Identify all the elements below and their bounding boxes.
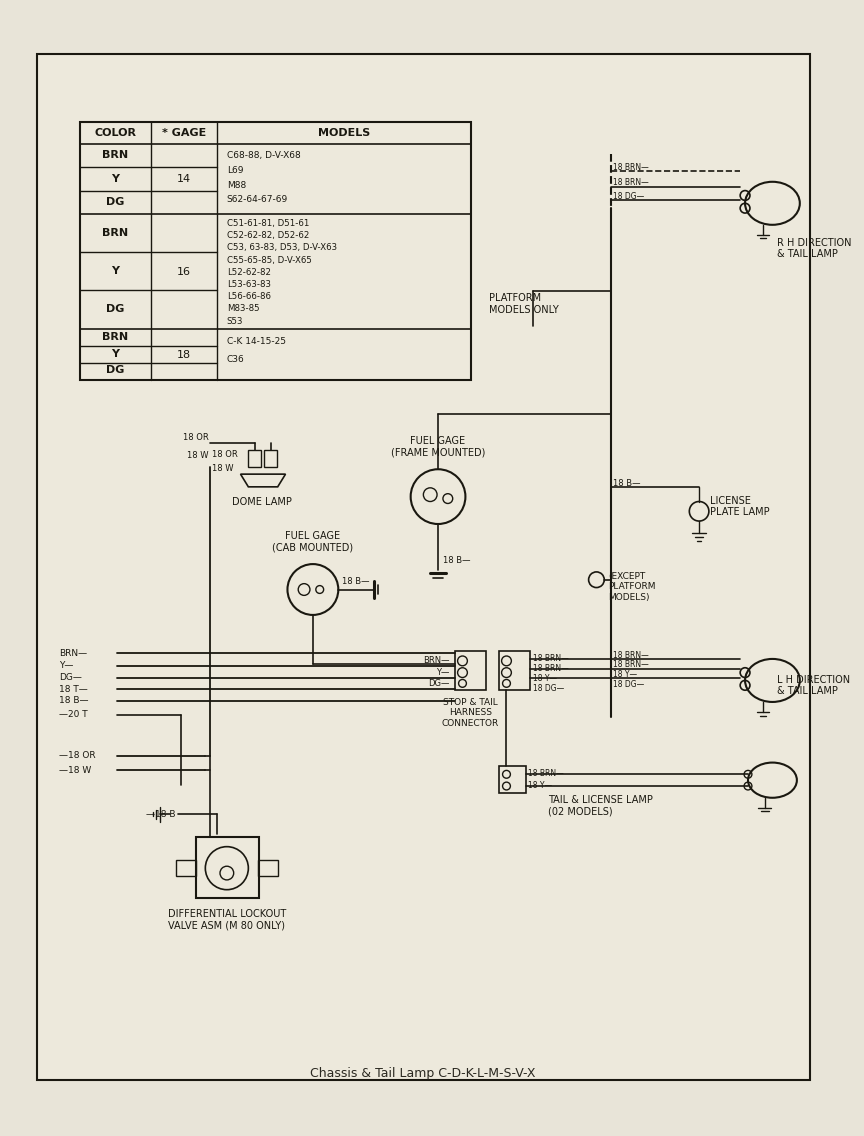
- Bar: [176, 860, 195, 876]
- Text: DG: DG: [106, 198, 124, 207]
- Text: Y—: Y—: [436, 668, 450, 677]
- Bar: [499, 766, 526, 793]
- Bar: [454, 651, 486, 691]
- Text: TAIL & LICENSE LAMP
(02 MODELS): TAIL & LICENSE LAMP (02 MODELS): [548, 795, 652, 817]
- Text: C-K 14-15-25: C-K 14-15-25: [227, 337, 286, 346]
- Text: C36: C36: [227, 354, 245, 364]
- Text: 18 T—: 18 T—: [59, 685, 87, 694]
- Text: Y: Y: [111, 349, 119, 359]
- Text: 18 OR: 18 OR: [182, 434, 208, 442]
- Text: DG—: DG—: [429, 679, 450, 688]
- Text: FUEL GAGE
(CAB MOUNTED): FUEL GAGE (CAB MOUNTED): [272, 531, 353, 552]
- Text: MODELS: MODELS: [318, 128, 371, 137]
- Ellipse shape: [748, 762, 797, 797]
- Text: 18 Y—: 18 Y—: [613, 670, 637, 679]
- Text: 18 B—: 18 B—: [59, 696, 88, 705]
- Text: C68-88, D-V-X68: C68-88, D-V-X68: [227, 151, 301, 160]
- Text: Chassis & Tail Lamp C-D-K-L-M-S-V-X: Chassis & Tail Lamp C-D-K-L-M-S-V-X: [309, 1067, 535, 1080]
- Text: 18 DG—: 18 DG—: [533, 684, 564, 693]
- Text: 18 Y—: 18 Y—: [528, 780, 552, 790]
- Text: 18 BRN—: 18 BRN—: [613, 651, 649, 660]
- Bar: [195, 837, 259, 897]
- Text: DG—: DG—: [59, 673, 81, 682]
- Text: FUEL GAGE
(FRAME MOUNTED): FUEL GAGE (FRAME MOUNTED): [391, 436, 486, 458]
- Text: —18 OR: —18 OR: [59, 751, 95, 760]
- Text: —18 B: —18 B: [147, 810, 176, 819]
- Circle shape: [288, 565, 339, 615]
- Text: C53, 63-83, D53, D-V-X63: C53, 63-83, D53, D-V-X63: [227, 243, 337, 252]
- Text: L52-62-82: L52-62-82: [227, 268, 270, 277]
- Text: M88: M88: [227, 181, 246, 190]
- Text: L H DIRECTION
& TAIL LAMP: L H DIRECTION & TAIL LAMP: [778, 675, 850, 696]
- Text: BRN: BRN: [102, 227, 129, 237]
- Text: DIFFERENTIAL LOCKOUT
VALVE ASM (M 80 ONLY): DIFFERENTIAL LOCKOUT VALVE ASM (M 80 ONL…: [168, 909, 286, 930]
- Text: BRN—: BRN—: [59, 649, 86, 658]
- Text: 18 B—: 18 B—: [613, 479, 640, 488]
- Text: L53-63-83: L53-63-83: [227, 281, 270, 289]
- Text: BRN—: BRN—: [423, 657, 450, 666]
- Text: PLATFORM
MODELS ONLY: PLATFORM MODELS ONLY: [489, 293, 559, 315]
- Ellipse shape: [745, 182, 800, 225]
- Text: Y: Y: [111, 266, 119, 276]
- Text: 18 DG—: 18 DG—: [613, 679, 645, 688]
- Text: BRN: BRN: [102, 332, 129, 342]
- Text: 18 OR: 18 OR: [213, 450, 238, 459]
- Text: S62-64-67-69: S62-64-67-69: [227, 195, 288, 204]
- Text: —20 T: —20 T: [59, 710, 87, 719]
- Text: 18 BRN—: 18 BRN—: [613, 162, 649, 172]
- Text: (EXCEPT
PLATFORM
MODELS): (EXCEPT PLATFORM MODELS): [608, 571, 656, 602]
- Text: 18 BRN—: 18 BRN—: [533, 654, 569, 663]
- Text: DG: DG: [106, 304, 124, 314]
- Text: 18 BRN—: 18 BRN—: [533, 665, 569, 674]
- Bar: [80, 123, 471, 381]
- Text: C52-62-82, D52-62: C52-62-82, D52-62: [227, 231, 309, 240]
- Circle shape: [410, 469, 466, 524]
- Text: 18: 18: [177, 350, 191, 360]
- Text: 18 BRN—: 18 BRN—: [613, 178, 649, 187]
- Text: Y: Y: [111, 174, 119, 184]
- Text: 14: 14: [177, 174, 191, 184]
- Text: COLOR: COLOR: [94, 128, 137, 137]
- Text: L69: L69: [227, 166, 244, 175]
- Text: LICENSE
PLATE LAMP: LICENSE PLATE LAMP: [710, 495, 770, 517]
- Text: 18 DG—: 18 DG—: [613, 192, 645, 201]
- Text: 18 BRN—: 18 BRN—: [613, 660, 649, 669]
- Bar: [499, 651, 530, 691]
- Text: 18 Y—: 18 Y—: [533, 674, 557, 683]
- Text: BRN: BRN: [102, 150, 129, 160]
- Text: Y—: Y—: [59, 661, 73, 670]
- Text: S53: S53: [227, 317, 244, 326]
- Text: STOP & TAIL
HARNESS
CONNECTOR: STOP & TAIL HARNESS CONNECTOR: [442, 698, 499, 728]
- Bar: [248, 450, 261, 467]
- Text: C51-61-81, D51-61: C51-61-81, D51-61: [227, 219, 309, 228]
- Text: 18 BRN—: 18 BRN—: [528, 769, 563, 778]
- Text: M83-85: M83-85: [227, 304, 259, 314]
- Text: 18 B—: 18 B—: [342, 577, 370, 586]
- Text: 18 W: 18 W: [187, 451, 208, 460]
- Text: 16: 16: [177, 267, 191, 277]
- Text: —18 W: —18 W: [59, 766, 91, 775]
- Text: R H DIRECTION
& TAIL LAMP: R H DIRECTION & TAIL LAMP: [778, 237, 852, 259]
- Bar: [264, 450, 276, 467]
- Bar: [258, 860, 277, 876]
- Ellipse shape: [745, 659, 800, 702]
- Text: 18 W: 18 W: [213, 463, 233, 473]
- Text: 18 B—: 18 B—: [443, 556, 470, 565]
- Text: * GAGE: * GAGE: [162, 128, 206, 137]
- Text: L56-66-86: L56-66-86: [227, 292, 270, 301]
- Text: DOME LAMP: DOME LAMP: [232, 496, 292, 507]
- Text: DG: DG: [106, 366, 124, 376]
- Circle shape: [206, 846, 248, 889]
- Text: C55-65-85, D-V-X65: C55-65-85, D-V-X65: [227, 256, 312, 265]
